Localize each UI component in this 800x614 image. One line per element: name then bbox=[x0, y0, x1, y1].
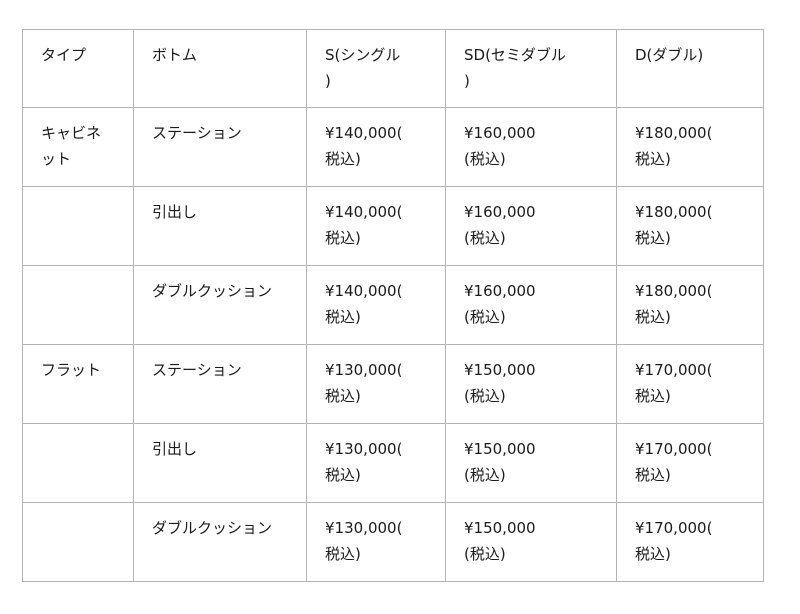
cell-price-semi-double: ¥160,000 (税込) bbox=[445, 107, 617, 187]
cell-price-semi-double: ¥160,000 (税込) bbox=[445, 265, 617, 345]
cell-price-double: ¥170,000( 税込) bbox=[616, 502, 764, 582]
header-cell-type: タイプ bbox=[22, 29, 134, 108]
cell-price-single: ¥140,000( 税込) bbox=[306, 107, 446, 187]
cell-price-single: ¥140,000( 税込) bbox=[306, 186, 446, 266]
header-cell-semi-double: SD(セミダブル ) bbox=[445, 29, 617, 108]
cell-price-double: ¥180,000( 税込) bbox=[616, 186, 764, 266]
header-cell-single: S(シングル ) bbox=[306, 29, 446, 108]
cell-price-semi-double: ¥150,000 (税込) bbox=[445, 423, 617, 503]
cell-bottom: ダブルクッション bbox=[133, 265, 307, 345]
cell-type bbox=[22, 186, 134, 266]
cell-price-single: ¥130,000( 税込) bbox=[306, 502, 446, 582]
cell-type bbox=[22, 423, 134, 503]
cell-bottom: 引出し bbox=[133, 186, 307, 266]
cell-bottom: ダブルクッション bbox=[133, 502, 307, 582]
cell-price-semi-double: ¥150,000 (税込) bbox=[445, 344, 617, 424]
cell-price-single: ¥130,000( 税込) bbox=[306, 423, 446, 503]
cell-type bbox=[22, 265, 134, 345]
table-row: フラット ステーション ¥130,000( 税込) ¥150,000 (税込) … bbox=[22, 344, 764, 424]
cell-price-single: ¥130,000( 税込) bbox=[306, 344, 446, 424]
table-row: ダブルクッション ¥130,000( 税込) ¥150,000 (税込) ¥17… bbox=[22, 502, 764, 582]
table-row: 引出し ¥140,000( 税込) ¥160,000 (税込) ¥180,000… bbox=[22, 186, 764, 266]
cell-bottom: ステーション bbox=[133, 107, 307, 187]
table-row: ダブルクッション ¥140,000( 税込) ¥160,000 (税込) ¥18… bbox=[22, 265, 764, 345]
cell-bottom: 引出し bbox=[133, 423, 307, 503]
cell-type: キャビネ ット bbox=[22, 107, 134, 187]
cell-bottom: ステーション bbox=[133, 344, 307, 424]
cell-price-double: ¥180,000( 税込) bbox=[616, 265, 764, 345]
cell-price-single: ¥140,000( 税込) bbox=[306, 265, 446, 345]
cell-price-semi-double: ¥160,000 (税込) bbox=[445, 186, 617, 266]
price-table: タイプ ボトム S(シングル ) SD(セミダブル ) D(ダブル) キャビネ … bbox=[22, 29, 764, 582]
header-row: タイプ ボトム S(シングル ) SD(セミダブル ) D(ダブル) bbox=[22, 29, 764, 108]
cell-price-double: ¥170,000( 税込) bbox=[616, 344, 764, 424]
cell-price-double: ¥180,000( 税込) bbox=[616, 107, 764, 187]
cell-price-semi-double: ¥150,000 (税込) bbox=[445, 502, 617, 582]
table-row: キャビネ ット ステーション ¥140,000( 税込) ¥160,000 (税… bbox=[22, 107, 764, 187]
header-cell-double: D(ダブル) bbox=[616, 29, 764, 108]
cell-type bbox=[22, 502, 134, 582]
table-row: 引出し ¥130,000( 税込) ¥150,000 (税込) ¥170,000… bbox=[22, 423, 764, 503]
cell-type: フラット bbox=[22, 344, 134, 424]
header-cell-bottom: ボトム bbox=[133, 29, 307, 108]
cell-price-double: ¥170,000( 税込) bbox=[616, 423, 764, 503]
